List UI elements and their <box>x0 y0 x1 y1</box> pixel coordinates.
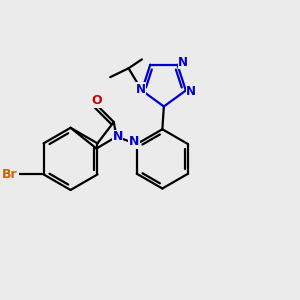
Text: N: N <box>186 85 196 98</box>
Text: N: N <box>178 56 188 69</box>
Text: O: O <box>92 94 102 107</box>
Text: N: N <box>135 82 146 95</box>
Text: Br: Br <box>2 168 18 181</box>
Text: N: N <box>129 135 139 148</box>
Text: N: N <box>112 130 123 143</box>
